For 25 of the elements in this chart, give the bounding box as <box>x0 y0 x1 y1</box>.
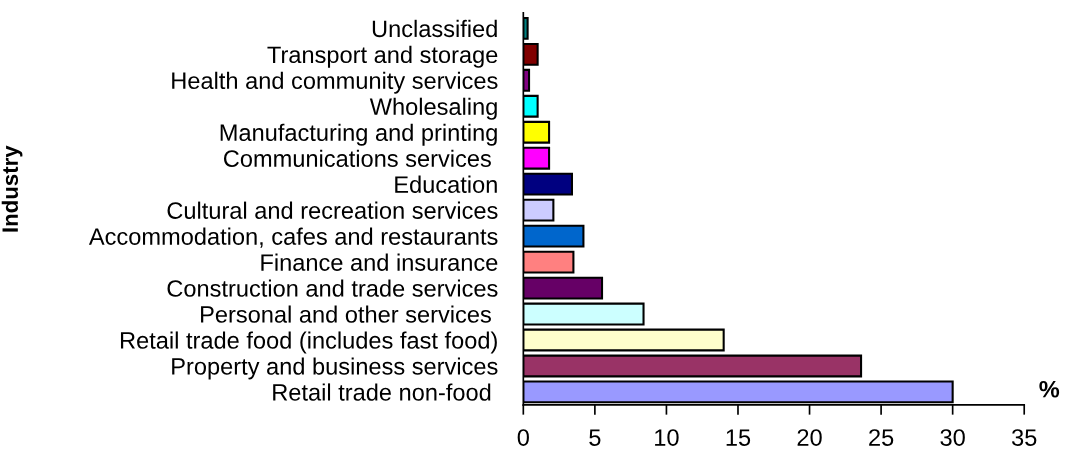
y-tick-label: Health and community services <box>172 71 498 94</box>
x-tick-label: 35 <box>1011 429 1037 446</box>
y-tick-label: Education <box>395 175 497 193</box>
y-tick-label: Cultural and recreation services <box>167 201 498 219</box>
y-tick-label: Manufacturing and printing <box>220 123 497 146</box>
y-tick-label: Finance and insurance <box>261 253 498 271</box>
x-tick-label: 30 <box>940 429 965 446</box>
y-tick-label: Retail trade non-food <box>273 383 491 401</box>
x-axis-title: % <box>1039 380 1060 398</box>
y-tick-label: Unclassified <box>372 19 497 38</box>
y-tick-label: Accommodation, cafes and restaurants <box>88 227 498 248</box>
x-tick-label: 5 <box>589 429 601 446</box>
y-tick-label: Transport and storage <box>267 45 498 68</box>
y-tick-label: Wholesaling <box>369 97 497 120</box>
y-tick-label: Personal and other services <box>201 305 491 323</box>
y-tick-label: Property and business services <box>172 357 498 380</box>
x-tick-label: 10 <box>655 429 679 446</box>
y-axis-title: Industry <box>1 145 23 232</box>
x-tick-label: 0 <box>517 429 529 446</box>
x-tick-label: 25 <box>869 429 894 446</box>
x-tick-label: 15 <box>726 429 751 446</box>
y-tick-label: Construction and trade services <box>167 279 498 297</box>
y-tick-label: Retail trade food (includes fast food) <box>120 331 497 354</box>
y-tick-label: Communications services <box>223 149 491 167</box>
x-tick-label: 20 <box>797 429 822 446</box>
